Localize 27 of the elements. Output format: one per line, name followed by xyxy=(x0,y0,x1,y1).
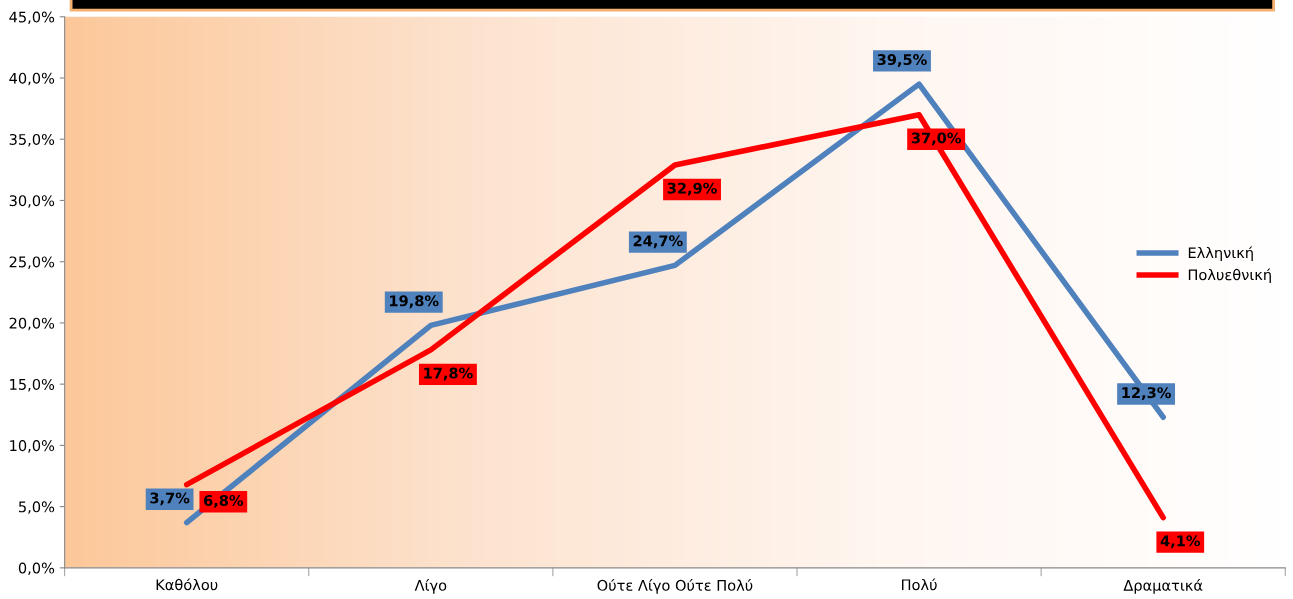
y-tick-label: 45,0% xyxy=(9,11,55,25)
legend-label: Πολυεθνική xyxy=(1188,268,1271,284)
data-label: 4,1% xyxy=(1160,535,1201,549)
data-label: 17,8% xyxy=(424,367,473,381)
y-tick-label: 10,0% xyxy=(10,440,55,453)
y-tick-label: 25,0% xyxy=(9,256,55,269)
x-tick-label: Πολύ xyxy=(902,578,937,591)
x-tick-label: Ούτε Λίγο Ούτε Πολύ xyxy=(597,578,753,594)
data-label: 37,0% xyxy=(911,132,961,146)
data-label: 19,8% xyxy=(390,295,439,309)
data-label: 32,9% xyxy=(667,182,717,196)
y-tick-label: 5,0% xyxy=(19,501,55,514)
x-tick-label: Καθόλου xyxy=(156,578,218,591)
y-tick-label: 0,0% xyxy=(18,562,55,576)
y-tick-label: 15,0% xyxy=(10,378,55,392)
y-tick-label: 30,0% xyxy=(9,195,55,208)
data-label: 12,3% xyxy=(1122,387,1171,401)
data-label: 6,8% xyxy=(204,494,244,508)
x-tick-label: Λίγο xyxy=(414,578,447,594)
legend-label: Ελληνική xyxy=(1188,246,1253,262)
y-tick-label: 35,0% xyxy=(9,133,55,147)
data-label: 24,7% xyxy=(633,235,683,249)
data-label: 3,7% xyxy=(150,492,190,506)
data-label: 39,5% xyxy=(877,54,927,67)
y-tick-label: 20,0% xyxy=(9,317,55,331)
x-tick-label: Δραματικά xyxy=(1123,578,1203,594)
y-tick-label: 40,0% xyxy=(9,72,55,86)
